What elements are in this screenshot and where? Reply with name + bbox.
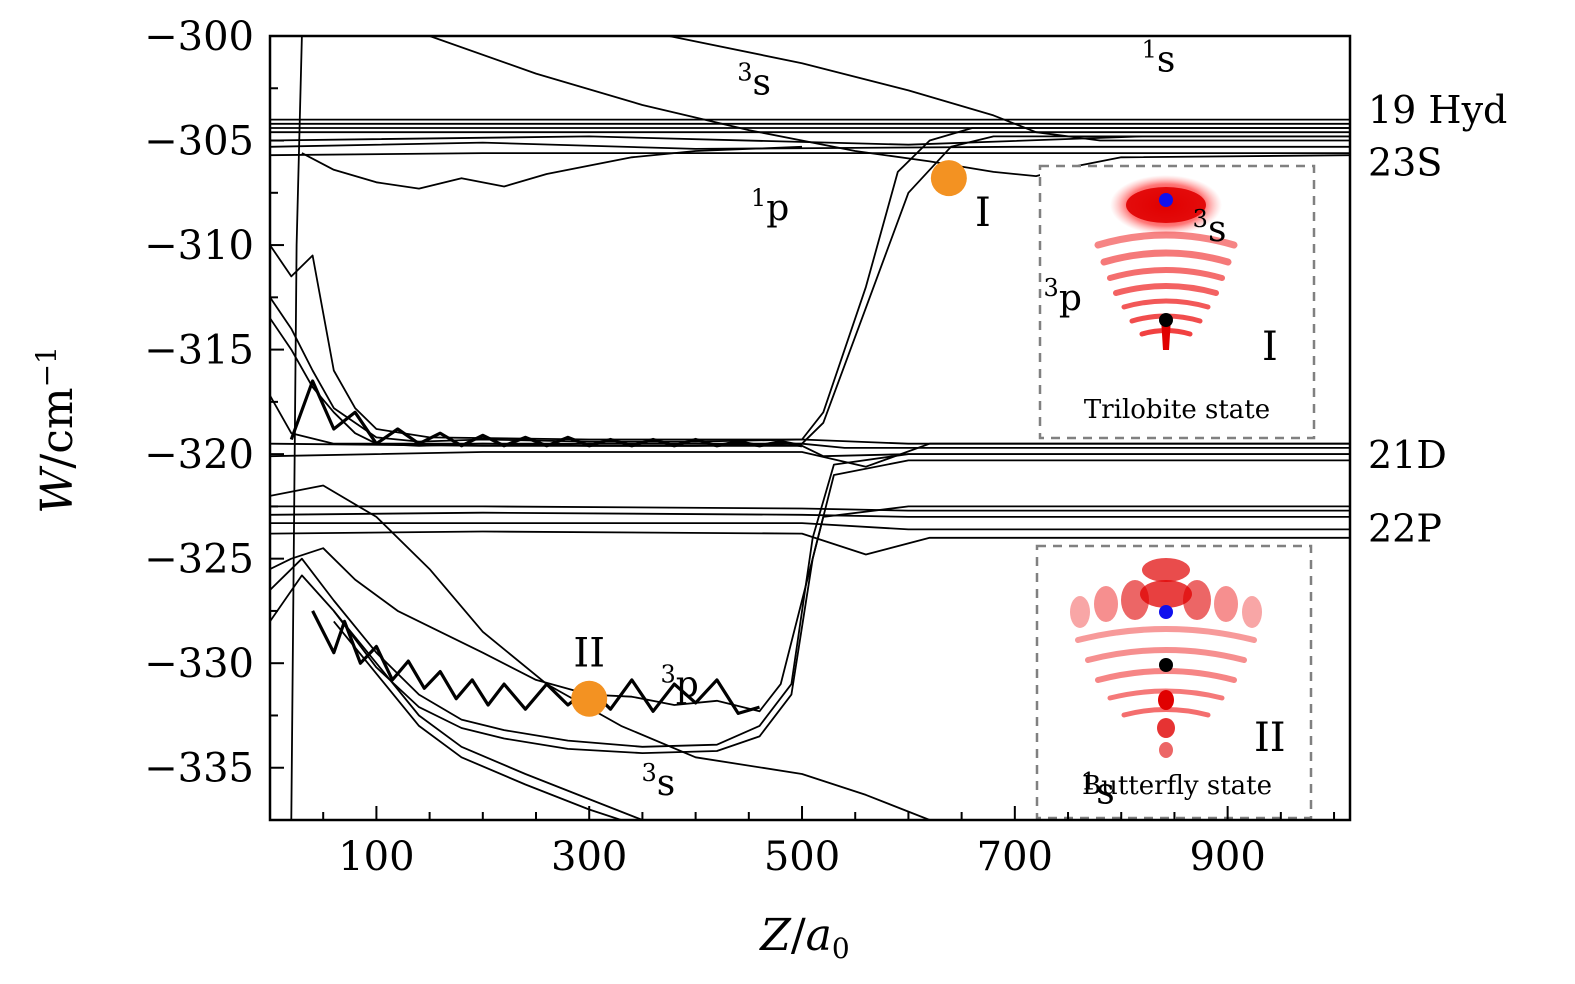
plot-frame <box>268 34 1352 822</box>
asymptote-label: 19 Hyd <box>1368 88 1507 132</box>
series-line-14 <box>270 395 1350 449</box>
curve-label: 1p <box>751 184 789 229</box>
y-tick-label: −330 <box>144 641 254 687</box>
series-line-27 <box>270 244 1350 445</box>
highlight-point-label: II <box>573 631 605 677</box>
y-tick-label: −325 <box>144 537 254 583</box>
series-line-11 <box>668 36 1350 142</box>
y-tick-label: −305 <box>144 119 254 165</box>
x-tick-label: 900 <box>1189 834 1265 880</box>
perturber-marker-2 <box>1159 658 1173 672</box>
curve-label: 3p <box>660 661 698 706</box>
perturber-marker <box>1159 313 1173 327</box>
curve-label: 3s <box>737 59 771 104</box>
series-line-9 <box>301 145 803 190</box>
series-line-23 <box>270 459 1350 754</box>
y-axis-ticks: −300 −305 −310 −315 −320 −325 −330 −335 <box>144 14 284 792</box>
x-axis-ticks: 100 300 500 700 900 <box>269 806 1336 880</box>
energy-curves <box>270 36 1350 820</box>
inset-caption-trilobite: Trilobite state <box>1084 395 1270 425</box>
curve-label: 3s <box>1193 205 1227 250</box>
inset-label-2: II <box>1254 715 1286 761</box>
y-tick-label: −300 <box>144 14 254 60</box>
series-line-1 <box>290 36 303 820</box>
series-line-7 <box>270 141 1350 150</box>
asymptote-label: 23S <box>1368 140 1442 184</box>
curve-label: 1s <box>1142 36 1176 81</box>
asymptote-labels: 19 Hyd 23S 21D 22P <box>1368 88 1507 550</box>
y-tick-label: −315 <box>144 328 254 374</box>
trilobite-density-plot <box>1094 175 1238 350</box>
inset-butterfly: II Butterfly state <box>1035 544 1313 820</box>
asymptote-label: 21D <box>1368 433 1447 477</box>
x-tick-label: 500 <box>764 834 840 880</box>
y-tick-label: −335 <box>144 746 254 792</box>
series-line-22 <box>270 453 1350 748</box>
series-line-12 <box>270 127 1350 443</box>
inset-trilobite: I Trilobite state <box>1038 164 1316 440</box>
x-tick-label: 700 <box>977 834 1053 880</box>
series-line-8 <box>270 152 1350 157</box>
asymptote-label: 22P <box>1368 506 1442 550</box>
curve-labels: 1s 3s 1p 3s 3p 3p 3s 1s <box>641 36 1226 813</box>
y-tick-label: −320 <box>144 432 254 478</box>
series-line-17 <box>270 505 1350 512</box>
rydberg-core-marker-2 <box>1159 605 1173 619</box>
series-line-18 <box>270 511 1350 518</box>
zigzag-line-2 <box>289 379 803 448</box>
x-tick-label: 100 <box>338 834 414 880</box>
curve-label: 3p <box>1044 274 1082 319</box>
x-tick-label: 300 <box>551 834 627 880</box>
series-line-24 <box>333 610 643 820</box>
inset-label-1: I <box>1262 324 1278 370</box>
butterfly-density-plot <box>1070 558 1262 758</box>
highlight-point-label: I <box>975 190 991 236</box>
curve-label: 3s <box>641 759 675 804</box>
highlight-point-I <box>930 160 967 197</box>
y-tick-label: −310 <box>144 223 254 269</box>
series-line-20 <box>270 530 1350 556</box>
highlight-point-II <box>571 680 608 717</box>
series-line-10 <box>429 36 1350 177</box>
series-line-19 <box>270 522 1350 531</box>
x-axis-title: Z/a0 <box>758 910 849 965</box>
curve-label: 1s <box>1081 767 1115 812</box>
highlight-points: III <box>571 160 991 717</box>
y-axis-title: W/cm−1 <box>30 346 83 514</box>
rydberg-core-marker <box>1159 193 1173 207</box>
zigzag-line-1 <box>311 610 760 715</box>
inset-caption-butterfly: Butterfly state <box>1082 771 1272 801</box>
